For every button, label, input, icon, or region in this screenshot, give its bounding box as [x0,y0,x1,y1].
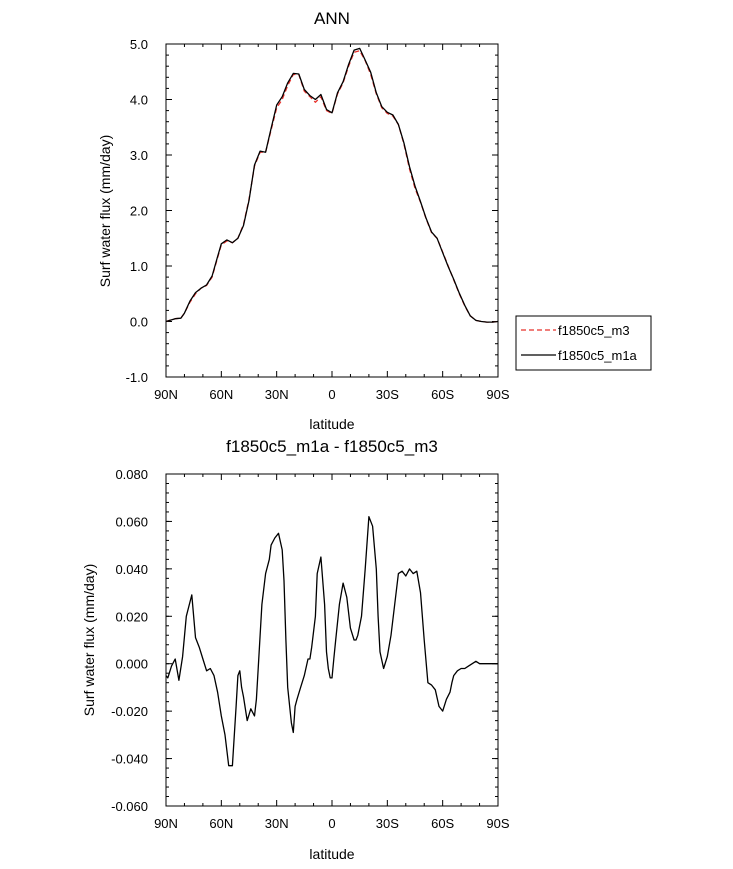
y-tick-label: 2.0 [130,204,148,219]
legend: f1850c5_m3 f1850c5_m1a [515,315,652,371]
top-panel-xlabel: latitude [309,416,354,432]
bottom-panel-tick-labels: 90N 60N 30N 0 30S 60S 90S -0.060 -0.040 -0.020 0.0… [111,467,510,831]
bottom-panel-title: f1850c5_m1a - f1850c5_m3 [226,437,438,456]
bottom-panel-series [165,516,498,767]
x-tick-label: 0 [328,816,335,831]
y-tick-label: 0.080 [115,467,148,482]
x-tick-label: 90S [486,816,509,831]
x-tick-label: 30N [265,387,289,402]
x-tick-label: 30S [376,387,399,402]
legend-label-f1850c5_m1a: f1850c5_m1a [558,348,638,363]
y-tick-label: 5.0 [130,37,148,52]
x-tick-label: 60S [431,387,454,402]
y-tick-label: 1.0 [130,259,148,274]
y-tick-label: 3.0 [130,148,148,163]
x-tick-label: 60N [209,387,233,402]
bottom-panel-ticks [165,473,499,807]
bottom-panel: f1850c5_m1a - f1850c5_m3 90N 60N 30N 0 30S 60… [81,437,510,862]
x-tick-label: 0 [328,387,335,402]
x-tick-label: 60N [209,816,233,831]
bottom-panel-ylabel: Surf water flux (mm/day) [81,564,97,716]
y-tick-label: 0.040 [115,562,148,577]
series-line-panel1-series0 [165,516,498,767]
y-tick-label: 0.020 [115,609,148,624]
y-tick-label: -0.020 [111,704,148,719]
bottom-panel-frame [165,473,499,807]
x-tick-label: 90N [154,816,178,831]
y-tick-label: 0.000 [115,657,148,672]
top-panel-ticks [165,43,499,378]
y-tick-label: 4.0 [130,93,148,108]
top-panel-series [165,47,499,323]
x-tick-label: 90N [154,387,178,402]
top-panel: ANN 90N 60N 30N 0 30S 60S 90S -1.0 0.0 1.0 2.0 3.0 4… [97,9,510,432]
legend-box [515,315,652,371]
top-panel-ylabel: Surf water flux (mm/day) [97,135,113,287]
y-tick-label: -0.040 [111,752,148,767]
x-tick-label: 60S [431,816,454,831]
y-tick-label: -1.0 [126,370,148,385]
y-tick-label: -0.060 [111,799,148,814]
top-panel-frame [165,43,499,378]
top-panel-title: ANN [314,9,350,28]
legend-label-f1850c5_m3: f1850c5_m3 [558,323,630,338]
y-tick-label: 0.060 [115,514,148,529]
x-tick-label: 90S [486,387,509,402]
top-panel-tick-labels: 90N 60N 30N 0 30S 60S 90S -1.0 0.0 1.0 2.0 3.0 4.0 5.… [126,37,510,402]
y-tick-label: 0.0 [130,315,148,330]
x-tick-label: 30S [376,816,399,831]
bottom-panel-xlabel: latitude [309,846,354,862]
series-line-f1850c5_m1a [165,47,499,323]
x-tick-label: 30N [265,816,289,831]
series-line-f1850c5_m3 [165,50,499,323]
